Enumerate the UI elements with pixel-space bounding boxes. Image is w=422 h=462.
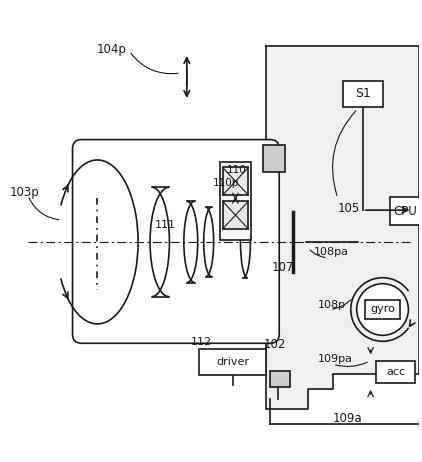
Text: acc: acc	[386, 367, 405, 377]
Text: 103p: 103p	[10, 186, 40, 199]
Text: 108pa: 108pa	[314, 247, 349, 257]
Text: 110p: 110p	[213, 178, 239, 188]
Text: 107: 107	[271, 261, 294, 274]
Polygon shape	[266, 46, 419, 409]
Text: 105: 105	[338, 201, 360, 215]
Bar	[222, 201, 249, 229]
Circle shape	[357, 284, 408, 335]
Text: driver: driver	[216, 357, 249, 367]
Bar	[343, 81, 383, 107]
Bar	[263, 145, 285, 172]
Text: 112: 112	[191, 337, 212, 347]
Text: CPU: CPU	[393, 205, 417, 218]
Text: 111: 111	[155, 220, 176, 230]
Bar	[390, 197, 422, 225]
Bar	[365, 299, 400, 319]
Text: 109a: 109a	[333, 412, 362, 426]
FancyBboxPatch shape	[73, 140, 279, 343]
Bar	[376, 361, 415, 383]
Text: 104p: 104p	[96, 43, 126, 55]
Text: 109pa: 109pa	[318, 354, 353, 364]
Text: 102: 102	[263, 338, 286, 351]
Text: 110: 110	[227, 165, 246, 176]
Text: gyro: gyro	[370, 304, 395, 315]
Bar	[222, 167, 249, 195]
Text: 108p: 108p	[318, 299, 346, 310]
Bar	[199, 349, 266, 375]
Bar	[270, 371, 290, 387]
Text: S1: S1	[355, 87, 371, 100]
Bar	[219, 163, 252, 240]
